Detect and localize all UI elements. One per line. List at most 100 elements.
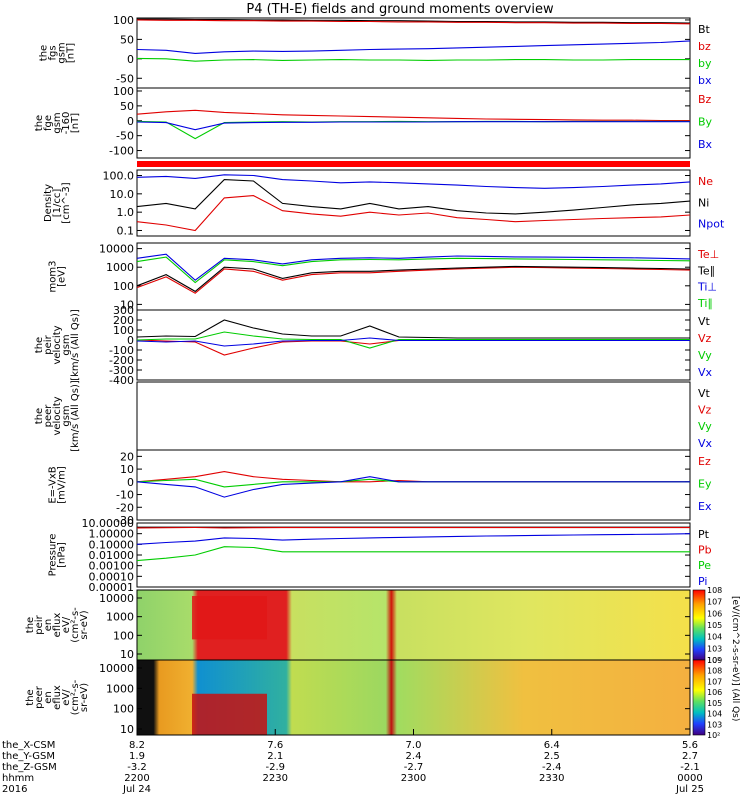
density-ylabel: [cm^-3] <box>61 182 72 223</box>
peir_spec-hot-region <box>192 596 267 639</box>
temp-ylabel: [eV] <box>57 266 68 287</box>
footer-row-label: the_Z-GSM <box>2 762 57 773</box>
peir_spec-colorbar-tick: 106 <box>707 609 722 618</box>
peer-legend-2: Vy <box>698 420 712 433</box>
fgs-series-3 <box>137 41 690 54</box>
footer-row-value: 2300 <box>401 773 426 784</box>
peer_spec-colorbar <box>693 660 705 735</box>
efield-ytick-label: 0 <box>127 476 134 489</box>
density-ytick-label: 10.0 <box>110 188 135 201</box>
footer-row-value: 2.1 <box>267 751 283 762</box>
fgs-legend-1: bz <box>698 40 711 53</box>
efield-ytick-label: 10 <box>120 463 134 476</box>
peir_spec-colorbar-label: [eV/(cm^2-s-sr-eV)] (All Qs) <box>730 596 740 721</box>
efield-panel-frame <box>137 450 690 520</box>
footer-year: 2016 <box>2 784 27 795</box>
fge-flag-bar <box>137 161 690 167</box>
fgs-legend-2: by <box>698 57 712 70</box>
density-series-0 <box>137 196 690 231</box>
footer-row-value: 2.5 <box>544 751 560 762</box>
temp-legend-3: Ti∥ <box>697 297 713 310</box>
fge-ylabel: [nT] <box>70 113 81 133</box>
peer-legend-0: Vt <box>698 387 711 400</box>
density-legend-2: Npot <box>698 218 725 231</box>
pressure-panel-frame <box>137 523 690 587</box>
fgs-panel-frame <box>137 18 690 88</box>
peer_spec-ytick-label: 1000 <box>106 682 134 695</box>
peer-legend-3: Vx <box>698 437 713 450</box>
fge-series-2 <box>137 122 690 130</box>
fgs-ytick-label: 100 <box>113 14 134 27</box>
peir_spec-colorbar-tick: 103 <box>707 644 722 653</box>
footer-row-value: 2330 <box>539 773 564 784</box>
density-series-1 <box>137 180 690 214</box>
efield-series-0 <box>137 472 690 482</box>
peir-series-0 <box>137 320 690 338</box>
fgs-ytick-label: 50 <box>120 33 134 46</box>
footer-row-value: 5.6 <box>682 740 698 751</box>
pressure-series-2 <box>137 547 690 561</box>
peir_spec-ytick-label: 10 <box>120 648 134 661</box>
peer_spec-colorbar-tick: 107 <box>707 677 722 686</box>
footer-row-value: 2.7 <box>682 751 698 762</box>
temp-legend-2: Ti⊥ <box>697 281 717 294</box>
temp-ytick-label: 100 <box>113 280 134 293</box>
fge-ytick-label: -100 <box>109 145 134 158</box>
peer_spec-colorbar-tick: 109 <box>707 656 722 665</box>
fge-legend-1: By <box>698 116 713 129</box>
pressure-legend-0: Pt <box>698 528 710 541</box>
fgs-ytick-label: -50 <box>116 72 134 85</box>
footer-date-end: Jul 25 <box>675 784 704 795</box>
footer-date-start: Jul 24 <box>122 784 151 795</box>
peir-ylabel: [km/s (All Qs)] <box>70 309 81 381</box>
fge-ytick-label: 50 <box>120 100 134 113</box>
peer_spec-ytick-label: 10 <box>120 723 134 736</box>
footer-row-value: -3.2 <box>127 762 147 773</box>
peer-ylabel: [km/s (All Qs)] <box>70 380 81 452</box>
fge-ytick-label: -50 <box>116 130 134 143</box>
footer-row-value: 2230 <box>263 773 288 784</box>
peir_spec-ylabel: sr-eV) <box>79 610 90 639</box>
density-legend-0: Ne <box>698 175 713 188</box>
footer-row-value: 1.9 <box>129 751 145 762</box>
peer_spec-colorbar-tick: 103 <box>707 720 722 729</box>
footer-row-label: hhmm <box>2 773 34 784</box>
footer-row-label: the_Y-GSM <box>2 751 55 762</box>
footer-row-label: the_X-CSM <box>2 740 55 751</box>
footer-row-value: -2.4 <box>542 762 562 773</box>
fgs-ylabel: [nT] <box>66 43 77 63</box>
peir_spec-colorbar-tick: 107 <box>707 598 722 607</box>
peir_spec-colorbar-tick: 108 <box>707 586 722 595</box>
density-ytick-label: 1.0 <box>117 206 135 219</box>
fge-ytick-label: 0 <box>127 115 134 128</box>
footer-row-value: 7.6 <box>267 740 283 751</box>
efield-series-1 <box>137 479 690 487</box>
peir_spec-ytick-label: 10000 <box>99 592 134 605</box>
peer_spec-ytick-label: 100 <box>113 703 134 716</box>
peir_spec-ytick-label: 1000 <box>106 611 134 624</box>
fge-panel-frame <box>137 88 690 158</box>
peer_spec-hot-region <box>192 694 267 735</box>
fge-legend-2: Bx <box>698 138 713 151</box>
efield-legend-0: Ez <box>698 455 711 468</box>
footer-row-value: 2200 <box>124 773 149 784</box>
peer_spec-colorbar-tick: 105 <box>707 699 722 708</box>
footer-row-value: -2.1 <box>680 762 700 773</box>
footer-row-value: 2.4 <box>406 751 422 762</box>
fgs-series-2 <box>137 58 690 61</box>
peir_spec-colorbar-tick: 104 <box>707 633 722 642</box>
fgs-legend-3: bx <box>698 74 712 87</box>
peer-legend-1: Vz <box>698 404 712 417</box>
peir_spec-colorbar-tick: 105 <box>707 621 722 630</box>
peir-legend-1: Vz <box>698 332 712 345</box>
efield-ylabel: [mV/m] <box>57 466 68 504</box>
peer_spec-ylabel: sr-eV) <box>79 683 90 712</box>
efield-series-2 <box>137 477 690 497</box>
fgs-ytick-label: 0 <box>127 53 134 66</box>
fge-series-0 <box>137 110 690 120</box>
peer_spec-ytick-label: 10000 <box>99 662 134 675</box>
efield-ytick-label: -20 <box>116 501 134 514</box>
peer_spec-colorbar-tick: 108 <box>707 667 722 676</box>
